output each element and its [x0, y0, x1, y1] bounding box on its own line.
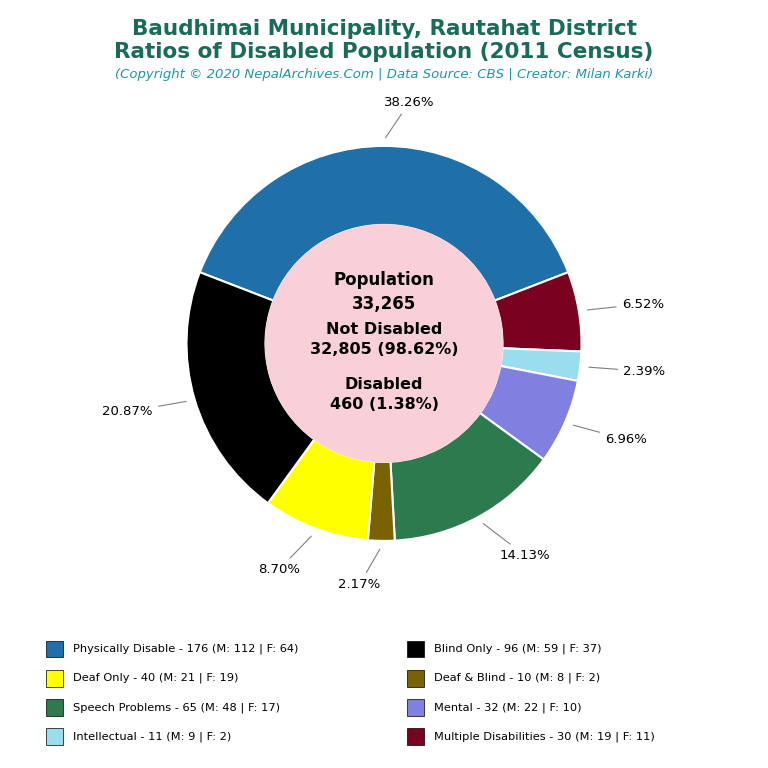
Text: Mental - 32 (M: 22 | F: 10): Mental - 32 (M: 22 | F: 10)	[434, 702, 581, 713]
Text: Population
33,265: Population 33,265	[333, 271, 435, 313]
Text: Disabled
460 (1.38%): Disabled 460 (1.38%)	[329, 377, 439, 412]
Text: 2.17%: 2.17%	[339, 549, 381, 591]
Text: 2.39%: 2.39%	[589, 365, 665, 378]
Wedge shape	[480, 366, 578, 459]
Text: (Copyright © 2020 NepalArchives.Com | Data Source: CBS | Creator: Milan Karki): (Copyright © 2020 NepalArchives.Com | Da…	[115, 68, 653, 81]
Text: 38.26%: 38.26%	[384, 96, 435, 137]
Wedge shape	[495, 272, 581, 352]
Wedge shape	[500, 348, 581, 381]
Text: Speech Problems - 65 (M: 48 | F: 17): Speech Problems - 65 (M: 48 | F: 17)	[73, 702, 280, 713]
Wedge shape	[368, 462, 395, 541]
Text: Deaf Only - 40 (M: 21 | F: 19): Deaf Only - 40 (M: 21 | F: 19)	[73, 673, 238, 684]
Text: 6.52%: 6.52%	[588, 297, 664, 310]
Text: Baudhimai Municipality, Rautahat District: Baudhimai Municipality, Rautahat Distric…	[131, 19, 637, 39]
Text: Physically Disable - 176 (M: 112 | F: 64): Physically Disable - 176 (M: 112 | F: 64…	[73, 644, 298, 654]
Text: 20.87%: 20.87%	[102, 402, 186, 418]
Text: 8.70%: 8.70%	[258, 536, 311, 576]
Text: Blind Only - 96 (M: 59 | F: 37): Blind Only - 96 (M: 59 | F: 37)	[434, 644, 601, 654]
Text: Intellectual - 11 (M: 9 | F: 2): Intellectual - 11 (M: 9 | F: 2)	[73, 731, 231, 742]
Text: Deaf & Blind - 10 (M: 8 | F: 2): Deaf & Blind - 10 (M: 8 | F: 2)	[434, 673, 600, 684]
Text: Ratios of Disabled Population (2011 Census): Ratios of Disabled Population (2011 Cens…	[114, 42, 654, 62]
Text: Not Disabled
32,805 (98.62%): Not Disabled 32,805 (98.62%)	[310, 322, 458, 357]
Wedge shape	[187, 272, 314, 503]
Wedge shape	[200, 146, 568, 301]
Circle shape	[266, 225, 502, 462]
Text: 6.96%: 6.96%	[573, 425, 647, 446]
Text: Multiple Disabilities - 30 (M: 19 | F: 11): Multiple Disabilities - 30 (M: 19 | F: 1…	[434, 731, 654, 742]
Wedge shape	[268, 439, 374, 540]
Wedge shape	[390, 413, 544, 541]
Text: 14.13%: 14.13%	[484, 524, 550, 561]
